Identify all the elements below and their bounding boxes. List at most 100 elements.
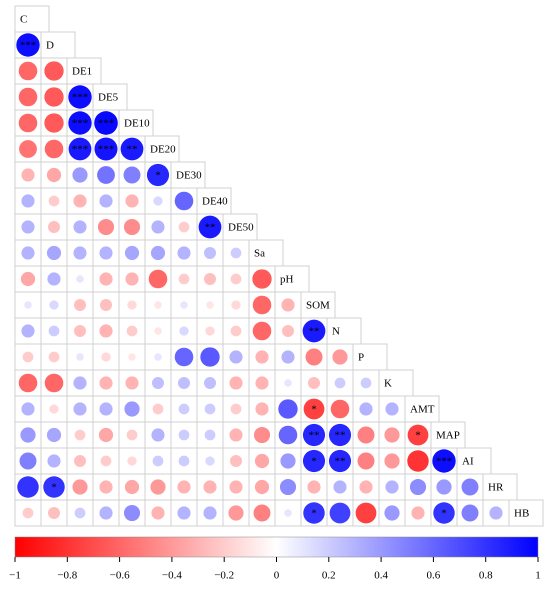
corr-circle (99, 376, 113, 390)
corr-circle (205, 326, 215, 336)
corr-circle (99, 402, 113, 416)
corr-circle (43, 476, 65, 498)
label-cell (144, 135, 180, 163)
corr-circle (21, 324, 35, 338)
corr-circle (44, 373, 64, 393)
corr-circle (229, 480, 243, 494)
corr-circle (73, 220, 87, 234)
corr-circle (152, 455, 164, 467)
corr-circle (68, 137, 92, 161)
variable-label: MAP (436, 430, 460, 442)
corr-circle (179, 326, 189, 336)
corr-circle (254, 453, 270, 469)
corr-circle (72, 479, 88, 495)
variable-label: DE10 (124, 118, 150, 130)
label-cell (118, 109, 154, 137)
corr-circle (154, 327, 162, 335)
corr-circle (46, 427, 62, 443)
corr-circle (44, 61, 64, 81)
label-cell (274, 265, 310, 293)
corr-circle (178, 221, 190, 233)
colorbar-tick-label: −0.4 (162, 570, 182, 582)
corr-circle (204, 273, 216, 285)
corr-circle (200, 347, 220, 367)
corr-circle (98, 427, 114, 443)
corr-circle (48, 325, 60, 337)
corr-circle (94, 137, 118, 161)
corr-circle (384, 453, 400, 469)
corr-circle (21, 402, 35, 416)
significance: *** (72, 144, 89, 156)
corr-circle (255, 402, 269, 416)
colorbar-tick-label: −0.2 (214, 570, 234, 582)
corr-circle (231, 300, 241, 310)
corr-circle (174, 347, 194, 367)
corr-circle (359, 480, 373, 494)
colorbar-tick-label: 0.2 (322, 570, 336, 582)
corr-circle (48, 351, 60, 363)
corr-circle (357, 426, 375, 444)
label-cell (508, 499, 544, 527)
corr-circle (252, 295, 272, 315)
corr-circle (127, 456, 137, 466)
corr-circle (302, 423, 326, 447)
corr-circle (229, 428, 243, 442)
corr-circle (230, 325, 242, 337)
variable-label: AI (462, 456, 474, 468)
significance: * (415, 430, 421, 442)
corr-circle (46, 167, 62, 183)
corr-circle (174, 191, 194, 211)
corr-circle (124, 401, 140, 417)
corr-circle (44, 87, 64, 107)
colorbar-tick-label: 0 (274, 570, 280, 582)
corr-circle (178, 377, 190, 389)
corr-circle (206, 301, 214, 309)
corr-circle (409, 478, 427, 496)
corr-circle (18, 61, 38, 81)
variable-label: AMT (410, 404, 435, 416)
label-cell (326, 317, 362, 345)
corr-circle (178, 429, 190, 441)
variable-label: N (332, 326, 340, 338)
variable-label: DE5 (98, 92, 119, 104)
corr-circle (123, 504, 141, 522)
corr-circle (126, 325, 138, 337)
significance: *** (436, 456, 453, 468)
significance: *** (98, 118, 115, 130)
corr-circle (74, 429, 86, 441)
colorbar-tick-label: −1 (9, 570, 21, 582)
variable-label: Sa (254, 248, 265, 260)
corr-circle (44, 113, 64, 133)
variable-label: HR (488, 482, 504, 494)
corr-circle (254, 479, 270, 495)
corr-circle (281, 350, 295, 364)
corr-circle (124, 245, 140, 261)
corr-circle (308, 377, 320, 389)
corr-circle (74, 325, 86, 337)
colorbar-tick-label: 0.4 (374, 570, 388, 582)
corr-circle (279, 478, 297, 496)
corr-circle (125, 194, 139, 208)
significance: * (51, 482, 57, 494)
corr-circle (180, 301, 188, 309)
corr-circle (332, 349, 348, 365)
corr-circle (230, 273, 242, 285)
corr-circle (229, 350, 243, 364)
label-cell (40, 31, 76, 59)
corr-circle (22, 507, 34, 519)
significance: *** (72, 92, 89, 104)
label-cell (352, 343, 388, 371)
corr-circle (411, 506, 425, 520)
label-cell (222, 213, 258, 241)
cell (352, 369, 380, 397)
corr-circle (99, 272, 113, 286)
corr-circle (94, 111, 118, 135)
cell (14, 499, 42, 527)
colorbar-tick-label: 1 (535, 570, 541, 582)
significance: ** (127, 144, 138, 156)
corr-circle (47, 454, 61, 468)
corr-circle (177, 246, 191, 260)
significance: ** (309, 326, 320, 338)
corr-circle (21, 220, 35, 234)
corr-circle (355, 502, 377, 524)
